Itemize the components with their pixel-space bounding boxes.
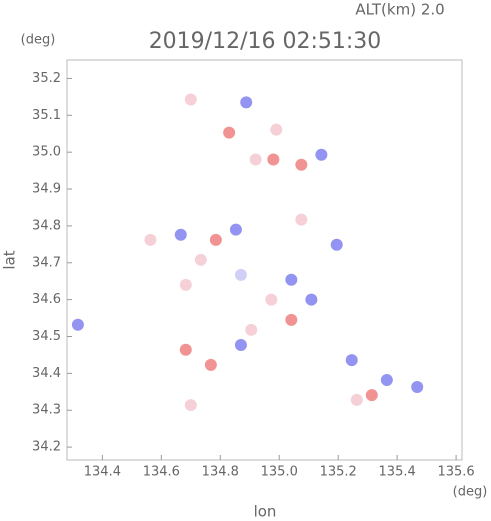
echo-point — [179, 278, 192, 291]
echo-point — [144, 233, 157, 246]
y-axis-label: lat — [1, 250, 19, 269]
echo-point — [315, 148, 328, 161]
echo-point — [204, 358, 217, 371]
y-tick-label: 34.3 — [32, 403, 61, 418]
x-tick-label: 135.4 — [379, 465, 416, 480]
y-unit: (deg) — [21, 33, 56, 48]
echo-point — [411, 381, 424, 394]
echo-point — [345, 354, 358, 367]
echo-point — [365, 389, 378, 402]
y-tick-label: 34.7 — [32, 255, 61, 270]
echo-point — [285, 313, 298, 326]
y-tick-label: 34.8 — [32, 218, 61, 233]
echo-point — [179, 343, 192, 356]
y-tick-label: 35.2 — [32, 71, 61, 86]
x-tick-label: 135.0 — [261, 465, 298, 480]
echo-point — [350, 393, 363, 406]
echo-point — [234, 268, 247, 281]
x-unit: (deg) — [453, 485, 488, 500]
x-tick-label: 134.4 — [84, 465, 121, 480]
echo-point — [270, 123, 283, 136]
echo-point — [330, 238, 343, 251]
x-tick-label: 135.6 — [437, 465, 474, 480]
chart-title: 2019/12/16 02:51:30 — [149, 29, 382, 54]
echo-point — [285, 273, 298, 286]
echo-point — [245, 323, 258, 336]
y-tick-label: 34.4 — [32, 366, 61, 381]
echo-point — [267, 153, 280, 166]
echo-point — [184, 93, 197, 106]
echo-point — [223, 126, 236, 139]
echo-point — [71, 318, 84, 331]
echo-point — [184, 399, 197, 412]
echo-point — [240, 96, 253, 109]
echo-point — [265, 293, 278, 306]
echo-point — [295, 213, 308, 226]
y-tick-label: 34.9 — [32, 182, 61, 197]
echo-point — [380, 374, 393, 386]
altitude-label: ALT(km) 2.0 — [355, 1, 444, 19]
echo-point — [209, 233, 222, 246]
y-tick-label: 34.6 — [32, 292, 61, 307]
echo-point — [174, 228, 187, 241]
y-tick-label: 34.2 — [32, 440, 61, 455]
plot-frame — [66, 59, 463, 461]
y-tick-label: 34.5 — [32, 329, 61, 344]
echo-point — [194, 253, 207, 266]
echo-point — [305, 293, 318, 306]
x-tick-label: 134.8 — [202, 465, 239, 480]
echo-point — [234, 338, 247, 351]
x-tick-label: 135.2 — [320, 465, 357, 480]
y-tick-label: 35.0 — [32, 145, 61, 160]
echo-point — [249, 153, 262, 166]
x-axis-label: lon — [254, 503, 277, 521]
y-tick-label: 35.1 — [32, 108, 61, 123]
echo-point — [229, 223, 242, 236]
echo-point — [295, 158, 308, 171]
x-tick-label: 134.6 — [143, 465, 180, 480]
